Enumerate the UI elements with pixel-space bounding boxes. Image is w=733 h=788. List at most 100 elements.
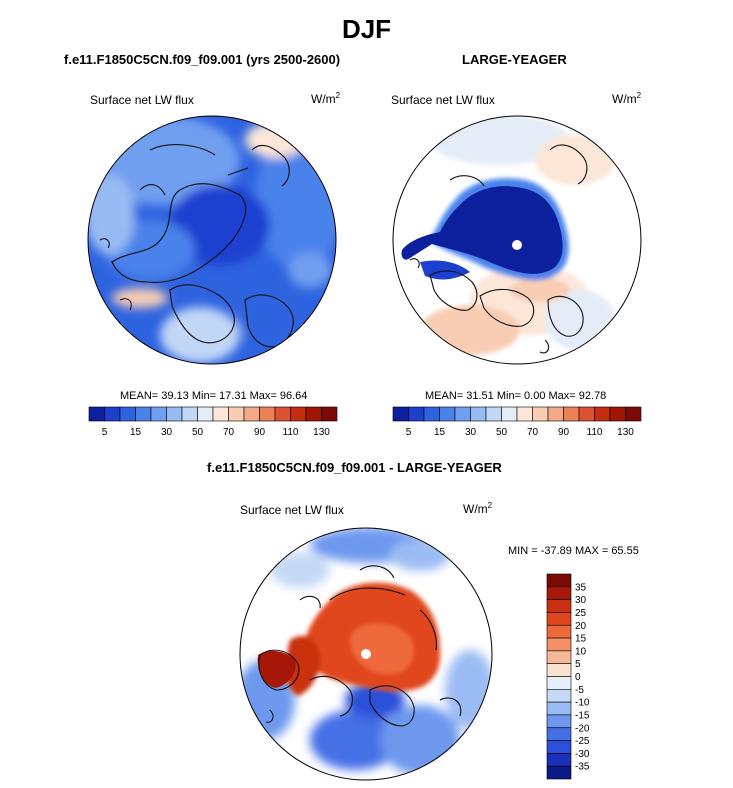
panel1-colorbar: 5 15 30 50 70 90 110 130 xyxy=(88,406,338,438)
panel1-colorbar-box xyxy=(228,406,245,422)
panel2-colorbar-box xyxy=(470,406,487,422)
panel2-colorbar-tick-label: 130 xyxy=(617,427,634,438)
panel1-colorbar-box xyxy=(259,406,276,422)
panel1-colorbar-tick-label: 5 xyxy=(102,427,108,438)
panel2-colorbar-box xyxy=(578,406,595,422)
panel2-colorbar-tick-label: 90 xyxy=(558,427,570,438)
panel3-colorbar-box xyxy=(546,727,572,741)
panel1-colorbar-box xyxy=(274,406,291,422)
panel2-colorbar-box xyxy=(547,406,564,422)
panel1-colorbar-box xyxy=(104,406,121,422)
panel2-colorbar-box xyxy=(563,406,580,422)
panel2-sea-ice-region xyxy=(401,186,563,274)
panel3-colorbar-tick-label: 10 xyxy=(575,646,587,657)
panel1-map xyxy=(87,115,337,365)
panel1-colorbar-box xyxy=(305,406,322,422)
panel3-pole-marker xyxy=(361,649,371,659)
panel2-colorbar-box xyxy=(609,406,626,422)
panel3-colorbar-tick-label: -30 xyxy=(575,749,590,760)
panel1-colorbar-box xyxy=(119,406,136,422)
panel3-colorbar-tick-label: 30 xyxy=(575,595,587,606)
panel3-colorbar-box xyxy=(546,701,572,716)
panel1-variable-label: Surface net LW flux xyxy=(90,93,194,107)
panel1-units: W/m2 xyxy=(311,91,341,106)
panel3-colorbar-box xyxy=(546,663,572,677)
panel3-colorbar-tick-label: -10 xyxy=(575,698,590,709)
panel3-map-border xyxy=(239,527,493,781)
panel2-colorbar-tick-label: 30 xyxy=(465,427,477,438)
panel2-colorbar-box xyxy=(454,406,471,422)
panel3-colorbar-box xyxy=(546,624,572,639)
panel3-coastlines xyxy=(258,565,462,727)
panel2-colorbar-tick-label: 50 xyxy=(496,427,508,438)
panel2-colorbar-box xyxy=(485,406,502,422)
panel3-colorbar-box xyxy=(546,637,572,652)
panel3-colorbar-box xyxy=(546,689,572,703)
panel1-colorbar-tick-label: 90 xyxy=(254,427,266,438)
panel1-colorbar-tick-label: 30 xyxy=(161,427,173,438)
panel3-variable-label: Surface net LW flux xyxy=(240,503,344,517)
panel3-units: W/m2 xyxy=(463,501,493,516)
panel3-max-region xyxy=(257,650,296,688)
panel1-colorbar-tick-label: 15 xyxy=(130,427,142,438)
panel2-colorbar-box xyxy=(501,406,518,422)
panel2-map xyxy=(392,115,642,365)
panel2-map-border xyxy=(392,115,642,365)
panel1-colorbar-tick-label: 110 xyxy=(283,427,299,438)
panel1-map-border xyxy=(87,115,337,365)
panel1-colorbar-box xyxy=(321,406,338,422)
panel2-pole-marker xyxy=(512,240,522,250)
panel3-colorbar-box xyxy=(546,740,572,754)
panel1-case-title: f.e11.F1850C5CN.f09_f09.001 (yrs 2500-26… xyxy=(64,52,341,67)
panel3-colorbar-tick-label: 15 xyxy=(575,634,587,645)
panel1-colorbar-box xyxy=(88,406,105,422)
panel1-colorbar-tick-label: 50 xyxy=(192,427,204,438)
panel2-colorbar-tick-label: 70 xyxy=(527,427,539,438)
panel1-colorbar-tick-label: 70 xyxy=(223,427,235,438)
panel2-colorbar-box xyxy=(625,406,642,422)
panel2-coastlines xyxy=(409,144,588,354)
panel1-colorbar-box xyxy=(290,406,307,422)
panel1-colorbar-tick-label: 130 xyxy=(313,427,330,438)
panel1-field-shading xyxy=(88,116,336,363)
panel3-colorbar-box xyxy=(546,650,572,664)
panel3-colorbar-tick-label: -25 xyxy=(575,736,590,747)
panel3-colorbar-tick-label: 0 xyxy=(575,672,581,683)
panel3-map xyxy=(239,527,493,781)
panel2-colorbar-box xyxy=(516,406,533,422)
panel1-colorbar-box xyxy=(243,406,260,422)
panel3-colorbar-box xyxy=(546,612,572,626)
panel2-colorbar-tick-label: 5 xyxy=(406,427,412,438)
panel2-colorbar-tick-label: 110 xyxy=(587,427,603,438)
panel1-colorbar-box xyxy=(135,406,152,422)
panel3-colorbar-tick-label: 35 xyxy=(575,582,587,593)
panel1-colorbar-box xyxy=(197,406,214,422)
panel1-colorbar-box xyxy=(166,406,183,422)
panel3-colorbar-box xyxy=(546,573,572,588)
panel3-colorbar-box xyxy=(546,586,572,600)
panel2-units: W/m2 xyxy=(612,91,642,106)
panel2-colorbar-box xyxy=(439,406,456,422)
panel2-colorbar-box xyxy=(423,406,440,422)
panel2-colorbar-box xyxy=(594,406,611,422)
panel2-colorbar-tick-label: 15 xyxy=(434,427,446,438)
panel1-colorbar-box xyxy=(212,406,229,422)
panel2-colorbar-box xyxy=(408,406,425,422)
panel3-colorbar-box xyxy=(546,765,572,780)
panel1-colorbar-box xyxy=(181,406,198,422)
panel2-colorbar-box xyxy=(532,406,549,422)
panel2-variable-label: Surface net LW flux xyxy=(391,93,495,107)
panel3-colorbar-box xyxy=(546,753,572,767)
panel3-colorbar-box xyxy=(546,714,572,729)
panel3-colorbar-tick-label: 25 xyxy=(575,608,587,619)
figure-title: DJF xyxy=(341,14,392,44)
panel2-colorbar: 5 15 30 50 70 90 110 130 xyxy=(392,406,642,438)
panel3-colorbar-tick-label: -15 xyxy=(575,710,590,721)
panel3-colorbar-tick-label: 5 xyxy=(575,659,581,670)
panel3-stats: MIN = -37.89 MAX = 65.55 xyxy=(508,545,639,557)
panel3-colorbar-tick-label: -5 xyxy=(575,685,584,696)
panel3-case-title: f.e11.F1850C5CN.f09_f09.001 - LARGE-YEAG… xyxy=(207,460,502,475)
panel2-stats: MEAN= 31.51 Min= 0.00 Max= 92.78 xyxy=(425,390,607,402)
panel3-colorbar-tick-label: -35 xyxy=(575,762,590,773)
